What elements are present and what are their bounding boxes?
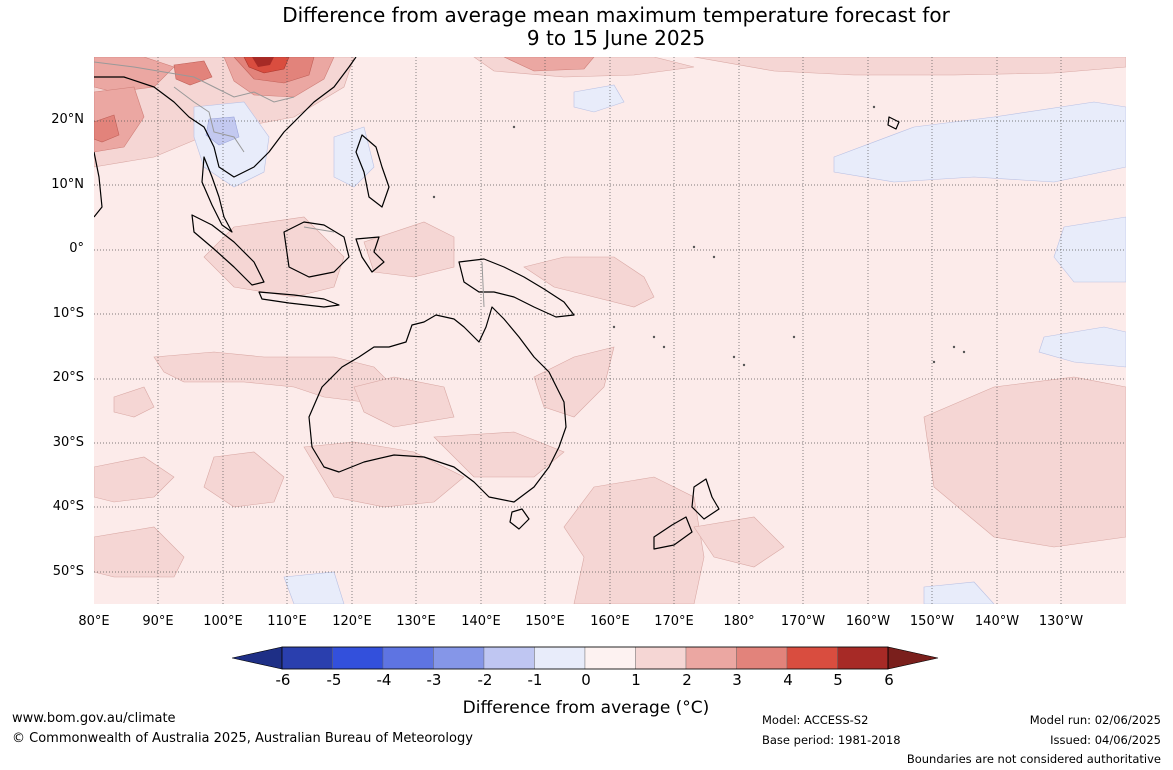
colorbar-tick-2: 2: [682, 671, 692, 689]
coastlines: [94, 57, 900, 550]
lat-label-50s: 50°S: [52, 564, 84, 579]
colorbar-tick-neg6: -6: [275, 671, 291, 689]
se-asia-coast: [94, 57, 357, 178]
colorbar-label: Difference from average (°C): [462, 698, 710, 718]
footer-model-run: Model run: 02/06/2025: [1029, 713, 1161, 727]
footer-copyright: © Commonwealth of Australia 2025, Austra…: [12, 731, 473, 746]
colorbar-tick-0: 0: [581, 671, 591, 689]
pacific-islands: [432, 105, 966, 367]
lon-label-170w: 170°W: [780, 614, 826, 629]
colorbar-swatch: [685, 646, 737, 670]
colorbar-frame: [281, 646, 889, 670]
lon-label-140e: 140°E: [461, 614, 501, 629]
colorbar-swatch: [382, 646, 434, 670]
lon-label-130e: 130°E: [396, 614, 436, 629]
footer-base-period: Base period: 1981-2018: [762, 733, 901, 747]
lon-label-180: 180°: [723, 614, 755, 629]
colorbar-tick-5: 5: [833, 671, 843, 689]
hawaii-coast: [887, 116, 900, 130]
colorbar-tick-neg1: -1: [527, 671, 543, 689]
lat-label-10s: 10°S: [52, 306, 84, 321]
lon-label-80e: 80°E: [78, 614, 110, 629]
map-title: Difference from average mean maximum tem…: [0, 4, 1173, 50]
lat-label-20s: 20°S: [52, 370, 84, 385]
colorbar-swatch: [736, 646, 788, 670]
anomaly-region-5-6: [252, 57, 274, 67]
footer-url: www.bom.gov.au/climate: [12, 711, 176, 726]
lat-label-30s: 30°S: [52, 435, 84, 450]
colorbar-tick-4: 4: [783, 671, 793, 689]
footer-disclaimer: Boundaries are not considered authoritat…: [906, 752, 1161, 766]
colorbar-swatch: [786, 646, 838, 670]
lon-label-160w: 160°W: [845, 614, 891, 629]
colorbar-tick-6: 6: [884, 671, 894, 689]
colorbar-extend-low: [232, 646, 283, 670]
lat-label-10n: 10°N: [51, 177, 84, 192]
colorbar-swatch: [584, 646, 636, 670]
colorbar: [232, 646, 939, 670]
colorbar-tick-neg4: -4: [376, 671, 392, 689]
footer-model: Model: ACCESS-S2: [762, 713, 869, 727]
colorbar-extend-high: [887, 646, 939, 670]
lat-label-0: 0°: [69, 241, 84, 256]
india-coast: [94, 151, 103, 218]
title-line-2: 9 to 15 June 2025: [526, 26, 706, 50]
forecast-map: [94, 57, 1126, 604]
country-boundaries: [94, 61, 485, 308]
philippines-coast: [355, 134, 390, 208]
australia-coast: [308, 306, 567, 503]
lon-label-150w: 150°W: [909, 614, 955, 629]
colorbar-tick-neg5: -5: [326, 671, 342, 689]
lon-label-150e: 150°E: [525, 614, 565, 629]
sumatra-coast: [191, 214, 265, 286]
lon-label-110e: 110°E: [267, 614, 307, 629]
colorbar-swatch: [837, 646, 889, 670]
map-canvas: [94, 57, 1126, 604]
lon-label-130w: 130°W: [1038, 614, 1084, 629]
graticule: [94, 57, 1126, 604]
lon-label-90e: 90°E: [142, 614, 174, 629]
colorbar-tick-neg3: -3: [426, 671, 442, 689]
borneo-coast: [283, 221, 350, 278]
lat-label-20n: 20°N: [51, 112, 84, 127]
lon-label-160e: 160°E: [590, 614, 630, 629]
colorbar-swatch: [635, 646, 687, 670]
sulawesi-coast: [355, 236, 385, 273]
colorbar-tick-neg2: -2: [477, 671, 493, 689]
malay-peninsula-coast: [201, 156, 233, 233]
new-guinea-coast: [458, 258, 575, 318]
colorbar-swatch: [433, 646, 485, 670]
colorbar-tick-3: 3: [732, 671, 742, 689]
lon-label-170e: 170°E: [654, 614, 694, 629]
lon-label-100e: 100°E: [203, 614, 243, 629]
colorbar-swatch: [534, 646, 586, 670]
colorbar-swatch: [332, 646, 384, 670]
lon-label-140w: 140°W: [974, 614, 1020, 629]
colorbar-swatch: [281, 646, 333, 670]
tasmania-coast: [509, 508, 530, 530]
colorbar-swatches: [232, 646, 939, 670]
lon-label-120e: 120°E: [332, 614, 372, 629]
colorbar-swatch: [483, 646, 535, 670]
lat-label-40s: 40°S: [52, 499, 84, 514]
title-line-1: Difference from average mean maximum tem…: [282, 3, 950, 27]
colorbar-tick-1: 1: [631, 671, 641, 689]
new-zealand-coast: [653, 478, 720, 550]
java-coast: [258, 291, 340, 308]
footer-issued: Issued: 04/06/2025: [1050, 733, 1161, 747]
